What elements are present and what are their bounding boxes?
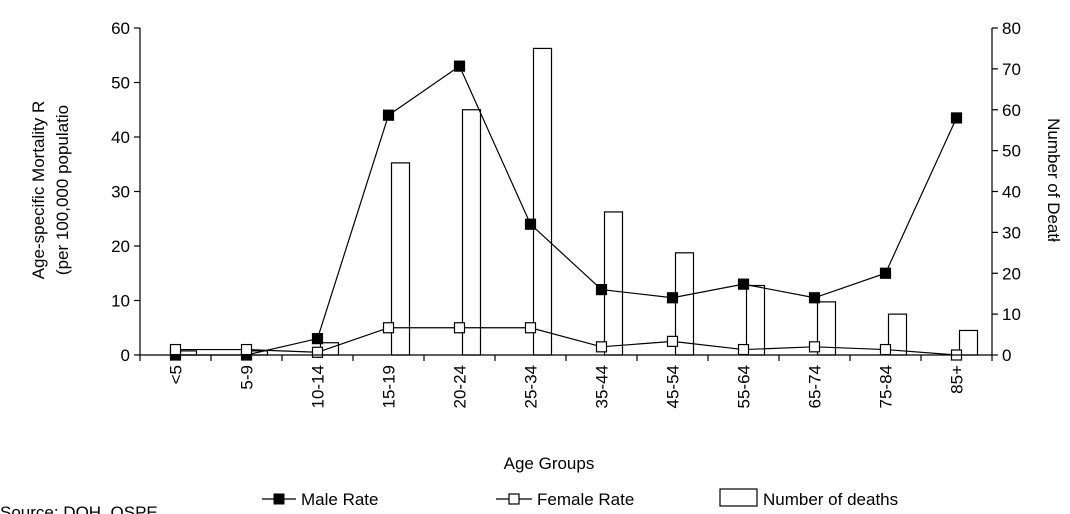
- line-female-rate: [175, 327, 957, 356]
- bar-deaths-3: [390, 162, 411, 356]
- point-female-rate-2: [311, 346, 324, 358]
- point-female-rate-0: [169, 343, 182, 356]
- point-male-rate-3: [382, 109, 395, 121]
- y-right-tick-label-8: 80: [1002, 19, 1021, 38]
- y-right-tick-label-1: 10: [1002, 305, 1021, 324]
- legend-item-female-rate: Female Rate: [496, 490, 634, 509]
- y-axis-left-title-line2: (per 100,000 populatio: [53, 105, 72, 275]
- x-tick-label-6: 35-44: [593, 365, 612, 408]
- bar-deaths-10: [887, 313, 908, 356]
- bar-deaths-0: [177, 350, 198, 356]
- point-male-rate-7: [666, 292, 679, 304]
- y-left-tick-label-3: 30: [111, 183, 130, 202]
- y-left-tick-label-4: 40: [111, 128, 130, 147]
- legend-male-label: Male Rate: [301, 490, 378, 509]
- x-tick-label-11: 85+: [948, 365, 967, 394]
- bar-deaths-7: [674, 252, 695, 356]
- point-male-rate-4: [453, 60, 466, 72]
- point-female-rate-4: [453, 322, 466, 334]
- bar-deaths-5: [532, 47, 553, 356]
- bar-deaths-8: [745, 284, 766, 356]
- x-tick-label-7: 45-54: [664, 365, 683, 408]
- x-tick-label-5: 25-34: [522, 365, 541, 408]
- x-tick-label-10: 75-84: [877, 365, 896, 408]
- y-left-tick-label-5: 50: [111, 74, 130, 93]
- line-male-rate: [175, 65, 958, 356]
- bar-deaths-2: [319, 342, 340, 356]
- point-female-rate-10: [879, 343, 892, 356]
- x-tick-label-0: <5: [167, 365, 186, 384]
- lines-layer: [169, 60, 963, 361]
- y-left-tick-label-6: 60: [111, 19, 130, 38]
- x-tick-label-4: 20-24: [451, 365, 470, 408]
- y-right-tick-label-6: 60: [1002, 101, 1021, 120]
- legend-item-male-rate: Male Rate: [262, 490, 378, 509]
- bar-deaths-1: [248, 350, 269, 356]
- y-right-tick-label-2: 20: [1002, 264, 1021, 283]
- point-female-rate-6: [595, 341, 608, 353]
- legend-female-label: Female Rate: [537, 490, 634, 509]
- legend-male-marker: [273, 493, 285, 505]
- point-male-rate-9: [808, 292, 821, 304]
- point-female-rate-8: [737, 343, 750, 356]
- point-male-rate-8: [737, 278, 750, 290]
- y-axis-right-title: Number of Deatł: [1044, 118, 1063, 242]
- y-right-tick-label-4: 40: [1002, 183, 1021, 202]
- y-right-tick-label-0: 0: [1002, 346, 1011, 365]
- y-left-tick-label-2: 20: [111, 237, 130, 256]
- legend-female-marker: [508, 493, 520, 505]
- point-female-rate-1: [240, 343, 253, 356]
- x-tick-label-2: 10-14: [309, 365, 328, 408]
- point-male-rate-11: [950, 112, 963, 124]
- x-tick-label-9: 65-74: [806, 365, 825, 408]
- legend-item-number-of-deaths: Number of deaths: [719, 488, 898, 509]
- x-tick-label-3: 15-19: [380, 365, 399, 408]
- bar-deaths-11: [958, 329, 979, 356]
- point-female-rate-5: [524, 322, 537, 334]
- point-male-rate-6: [595, 284, 608, 296]
- ticks-layer: 0 10 20 30 40 50 60 0 10 20 30 40 50 60 70 80 <5 5-9 10-14…: [111, 19, 1021, 408]
- y-right-tick-label-3: 30: [1002, 223, 1021, 242]
- y-right-tick-label-5: 50: [1002, 142, 1021, 161]
- x-tick-label-1: 5-9: [238, 365, 257, 390]
- bars-layer: [177, 47, 979, 356]
- point-male-rate-5: [524, 218, 537, 230]
- legend-deaths-swatch: [719, 488, 758, 507]
- y-left-tick-label-0: 0: [121, 346, 130, 365]
- bar-deaths-4: [461, 109, 482, 356]
- axes-layer: [139, 28, 993, 356]
- point-female-rate-3: [382, 322, 395, 334]
- y-right-tick-label-7: 70: [1002, 60, 1021, 79]
- point-female-rate-9: [808, 341, 821, 353]
- y-left-tick-label-1: 10: [111, 292, 130, 311]
- source-note: Source: DOH, OSPE: [0, 503, 158, 514]
- point-male-rate-2: [311, 333, 324, 345]
- x-tick-label-8: 55-64: [735, 365, 754, 408]
- bar-deaths-6: [603, 211, 624, 356]
- y-axis-left-title-line1: Age-specific Mortality R: [29, 101, 48, 280]
- legend-deaths-label: Number of deaths: [763, 490, 898, 509]
- x-axis-title: Age Groups: [504, 454, 595, 473]
- legend: Male Rate Female Rate Number of deaths: [262, 488, 898, 509]
- point-female-rate-7: [666, 335, 679, 347]
- point-male-rate-10: [879, 267, 892, 279]
